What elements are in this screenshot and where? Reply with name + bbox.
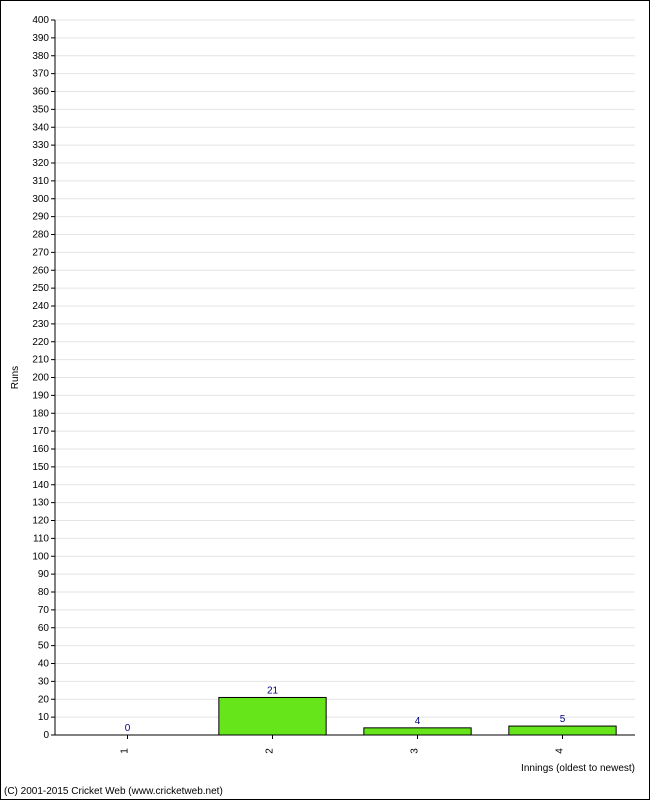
bar	[364, 728, 471, 735]
y-tick-label: 330	[32, 140, 49, 151]
y-tick-label: 90	[38, 569, 50, 580]
y-tick-label: 280	[32, 230, 49, 241]
y-tick-label: 250	[32, 283, 49, 294]
bar-value-label: 4	[415, 716, 421, 727]
y-tick-label: 150	[32, 462, 49, 473]
chart-border	[1, 1, 650, 800]
chart-container: 0102030405060708090100110120130140150160…	[0, 0, 650, 800]
bar	[219, 697, 326, 735]
y-tick-label: 100	[32, 551, 49, 562]
y-tick-label: 310	[32, 176, 49, 187]
y-tick-label: 170	[32, 426, 49, 437]
x-axis-label: Innings (oldest to newest)	[521, 763, 635, 774]
y-tick-label: 230	[32, 319, 49, 330]
bar-value-label: 0	[125, 723, 131, 734]
bar-value-label: 21	[267, 685, 279, 696]
y-tick-label: 380	[32, 51, 49, 62]
bar-value-label: 5	[560, 714, 566, 725]
y-tick-label: 60	[38, 623, 50, 634]
y-tick-label: 240	[32, 301, 49, 312]
y-tick-label: 110	[33, 533, 49, 544]
y-tick-label: 390	[32, 33, 49, 44]
y-tick-label: 160	[32, 444, 49, 455]
y-tick-label: 290	[32, 212, 49, 223]
y-tick-label: 270	[32, 247, 49, 258]
x-tick-label: 1	[120, 748, 131, 754]
runs-bar-chart: 0102030405060708090100110120130140150160…	[0, 0, 650, 800]
y-tick-label: 400	[32, 15, 49, 26]
x-tick-label: 2	[265, 748, 276, 754]
y-tick-label: 180	[32, 408, 49, 419]
y-tick-label: 220	[32, 337, 49, 348]
y-tick-label: 70	[38, 605, 50, 616]
y-tick-label: 370	[32, 69, 49, 80]
y-tick-label: 40	[38, 659, 50, 670]
y-tick-label: 10	[38, 712, 50, 723]
y-axis-label: Runs	[10, 366, 21, 389]
y-tick-label: 340	[32, 122, 49, 133]
y-tick-label: 20	[38, 694, 50, 705]
y-tick-label: 0	[43, 730, 49, 741]
footer-copyright: (C) 2001-2015 Cricket Web (www.cricketwe…	[4, 786, 223, 797]
x-tick-label: 3	[410, 748, 421, 754]
y-tick-label: 300	[32, 194, 49, 205]
y-tick-label: 130	[32, 498, 49, 509]
bar	[509, 726, 616, 735]
y-tick-label: 30	[38, 676, 50, 687]
y-tick-label: 50	[38, 641, 50, 652]
y-tick-label: 120	[32, 516, 49, 527]
y-tick-label: 210	[32, 355, 49, 366]
y-tick-label: 320	[32, 158, 49, 169]
y-tick-label: 360	[32, 87, 49, 98]
y-tick-label: 190	[32, 390, 49, 401]
y-tick-label: 260	[32, 265, 49, 276]
y-tick-label: 80	[38, 587, 50, 598]
x-tick-label: 4	[555, 748, 566, 754]
y-tick-label: 200	[32, 373, 49, 384]
y-tick-label: 140	[32, 480, 49, 491]
y-tick-label: 350	[32, 104, 49, 115]
